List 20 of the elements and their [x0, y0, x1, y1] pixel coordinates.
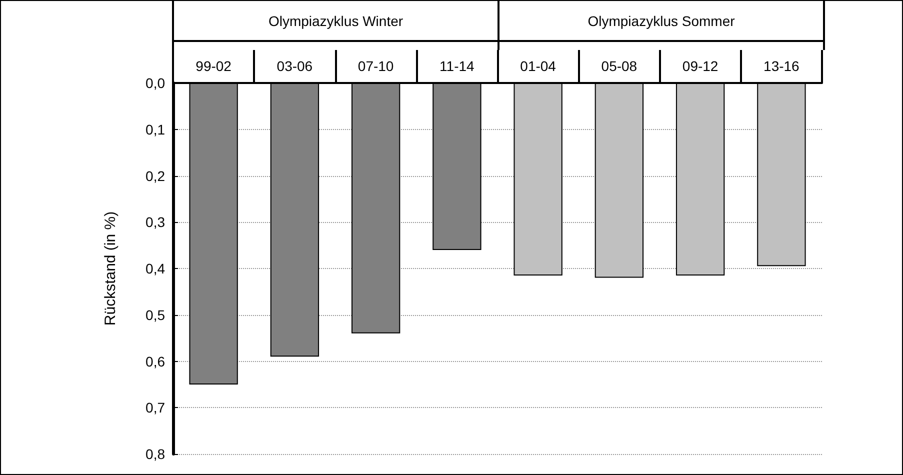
- x-tick-label: 01-04: [520, 58, 556, 74]
- y-axis-title: Rückstand (in %): [102, 211, 119, 326]
- y-tick-label: 0,2: [146, 168, 166, 184]
- x-tick-label: 07-10: [358, 58, 394, 74]
- x-tick-label: 13-16: [764, 58, 800, 74]
- y-tick-label: 0,6: [146, 353, 166, 370]
- y-tick-label: 0,1: [146, 121, 166, 138]
- y-tick-label: 0,3: [146, 214, 166, 230]
- text: Olympiazyklus Sommer: [588, 13, 736, 29]
- y-tick-label: 0,8: [146, 446, 166, 462]
- y-tick-label: 0,0: [146, 75, 166, 91]
- y-tick-label: 0,4: [146, 260, 166, 276]
- y-tick-label: 0,5: [146, 306, 166, 323]
- x-tick-label: 11-14: [440, 58, 475, 74]
- x-tick-label: 03-06: [276, 58, 313, 74]
- y-tick-label: 0,7: [146, 400, 166, 416]
- text: Olympiazyklus Winter: [268, 13, 404, 29]
- x-tick-label: 05-08: [601, 58, 638, 74]
- x-tick-label: 99-02: [196, 58, 232, 74]
- x-tick-label: 09-12: [682, 58, 718, 74]
